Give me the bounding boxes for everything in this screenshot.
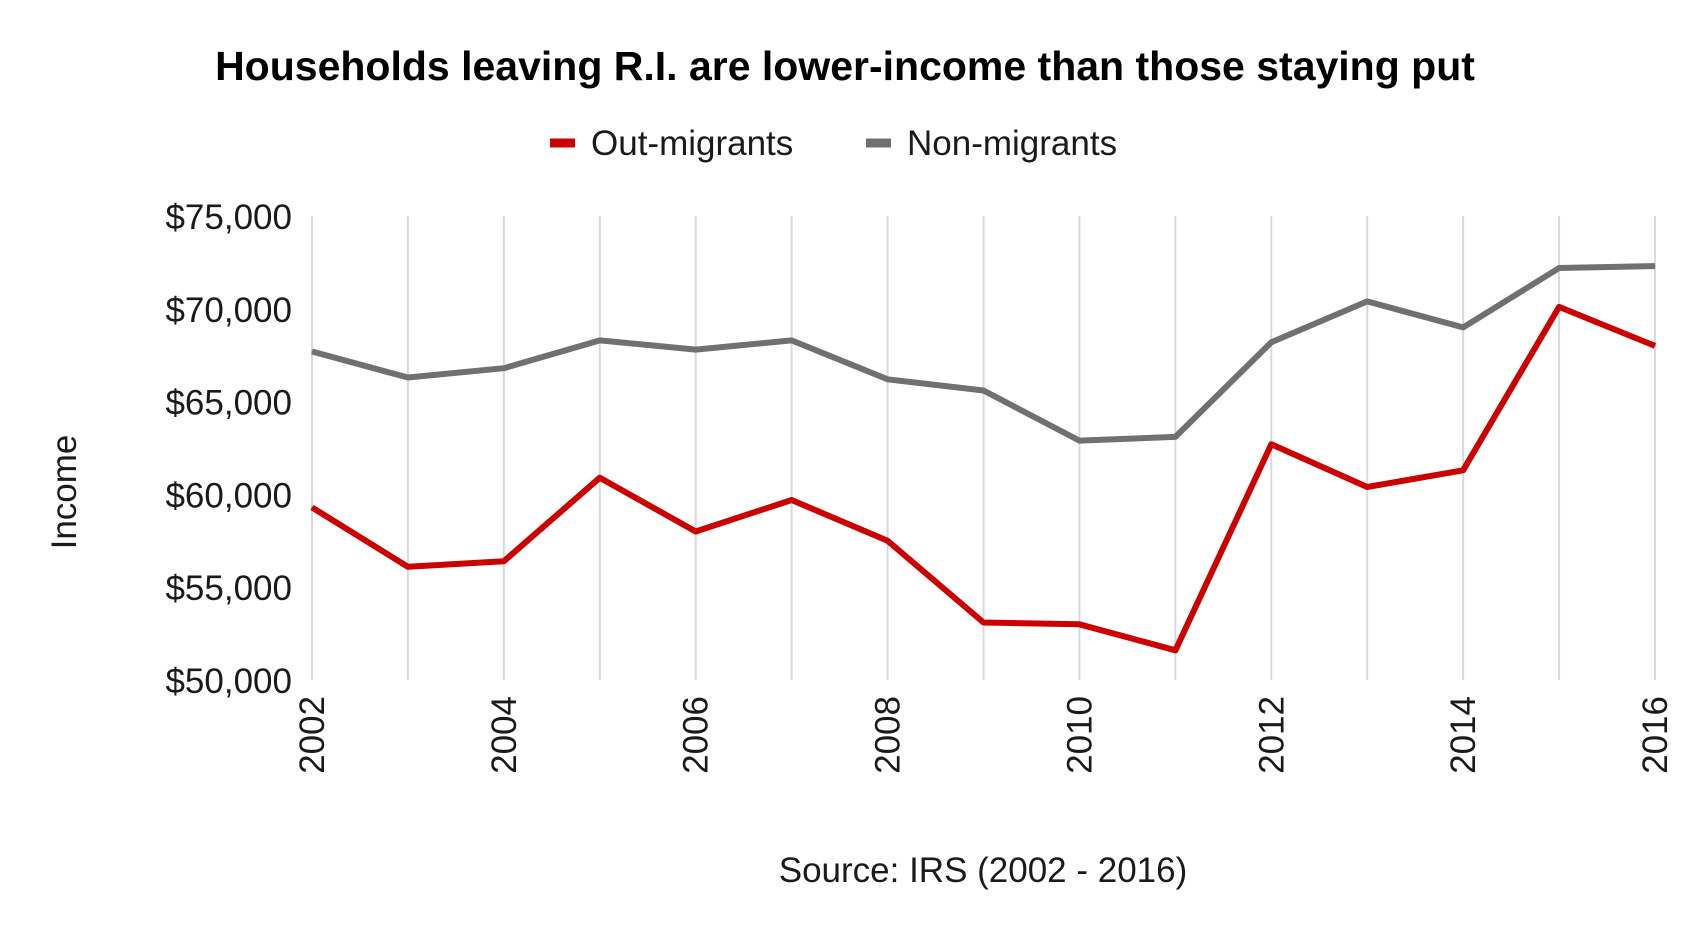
data-point-non-migrants bbox=[599, 339, 601, 341]
x-tick-label: 2006 bbox=[677, 696, 716, 774]
data-point-out-migrants bbox=[695, 531, 697, 533]
data-point-out-migrants bbox=[503, 560, 505, 562]
y-tick-label: $70,000 bbox=[165, 291, 292, 330]
x-tick-label: 2002 bbox=[293, 696, 332, 774]
data-point-out-migrants bbox=[1174, 649, 1176, 651]
x-tick-label: 2014 bbox=[1444, 696, 1483, 774]
x-tick-label: 2008 bbox=[869, 696, 908, 774]
data-point-non-migrants bbox=[1654, 265, 1656, 267]
y-tick-label: $65,000 bbox=[165, 384, 292, 423]
data-point-out-migrants bbox=[1366, 486, 1368, 488]
grid bbox=[311, 216, 1656, 680]
y-axis-ticks: $75,000 $70,000 $65,000 $60,000 $55,000 $50,0… bbox=[165, 198, 292, 701]
legend: Out-migrants Non-migrants bbox=[550, 124, 1117, 163]
legend-label-non-migrants: Non-migrants bbox=[907, 124, 1117, 163]
data-point-non-migrants bbox=[1558, 267, 1560, 269]
data-point-out-migrants bbox=[1654, 345, 1656, 347]
chart-title: Households leaving R.I. are lower-income… bbox=[215, 43, 1475, 89]
x-tick-label: 2010 bbox=[1060, 696, 1099, 774]
series-lines bbox=[310, 263, 1657, 654]
data-point-non-migrants bbox=[1078, 440, 1080, 442]
data-point-non-migrants bbox=[407, 376, 409, 378]
data-point-out-migrants bbox=[791, 499, 793, 501]
legend-label-out-migrants: Out-migrants bbox=[591, 124, 793, 163]
y-tick-label: $50,000 bbox=[165, 662, 292, 701]
data-point-out-migrants bbox=[1078, 623, 1080, 625]
data-point-non-migrants bbox=[983, 389, 984, 391]
data-point-out-migrants bbox=[599, 477, 601, 479]
data-point-out-migrants bbox=[1558, 306, 1560, 308]
data-point-out-migrants bbox=[311, 506, 313, 508]
data-point-out-migrants bbox=[1270, 443, 1272, 445]
data-point-non-migrants bbox=[311, 350, 313, 352]
x-tick-label: 2004 bbox=[485, 696, 524, 774]
y-axis-title: Income bbox=[45, 435, 84, 550]
data-point-non-migrants bbox=[791, 339, 793, 341]
data-point-non-migrants bbox=[1462, 326, 1464, 328]
data-point-out-migrants bbox=[1462, 469, 1464, 471]
data-point-non-migrants bbox=[695, 349, 697, 351]
y-tick-label: $55,000 bbox=[165, 569, 292, 608]
data-point-non-migrants bbox=[887, 378, 889, 380]
data-point-non-migrants bbox=[1366, 300, 1368, 302]
x-tick-label: 2012 bbox=[1252, 696, 1291, 774]
data-point-out-migrants bbox=[407, 566, 409, 568]
source-note: Source: IRS (2002 - 2016) bbox=[779, 851, 1188, 890]
legend-item-out-migrants[interactable]: Out-migrants bbox=[550, 124, 793, 163]
data-point-non-migrants bbox=[1174, 436, 1176, 438]
legend-item-non-migrants[interactable]: Non-migrants bbox=[866, 124, 1117, 163]
data-point-non-migrants bbox=[503, 367, 505, 369]
data-point-out-migrants bbox=[983, 621, 984, 623]
data-point-out-migrants bbox=[887, 540, 889, 542]
y-tick-label: $60,000 bbox=[165, 476, 292, 515]
y-tick-label: $75,000 bbox=[165, 198, 292, 237]
x-tick-label: 2016 bbox=[1636, 696, 1675, 774]
data-point-non-migrants bbox=[1270, 341, 1272, 343]
x-axis-ticks: 2002 2004 2006 2008 2010 2012 2014 2016 bbox=[293, 696, 1675, 774]
